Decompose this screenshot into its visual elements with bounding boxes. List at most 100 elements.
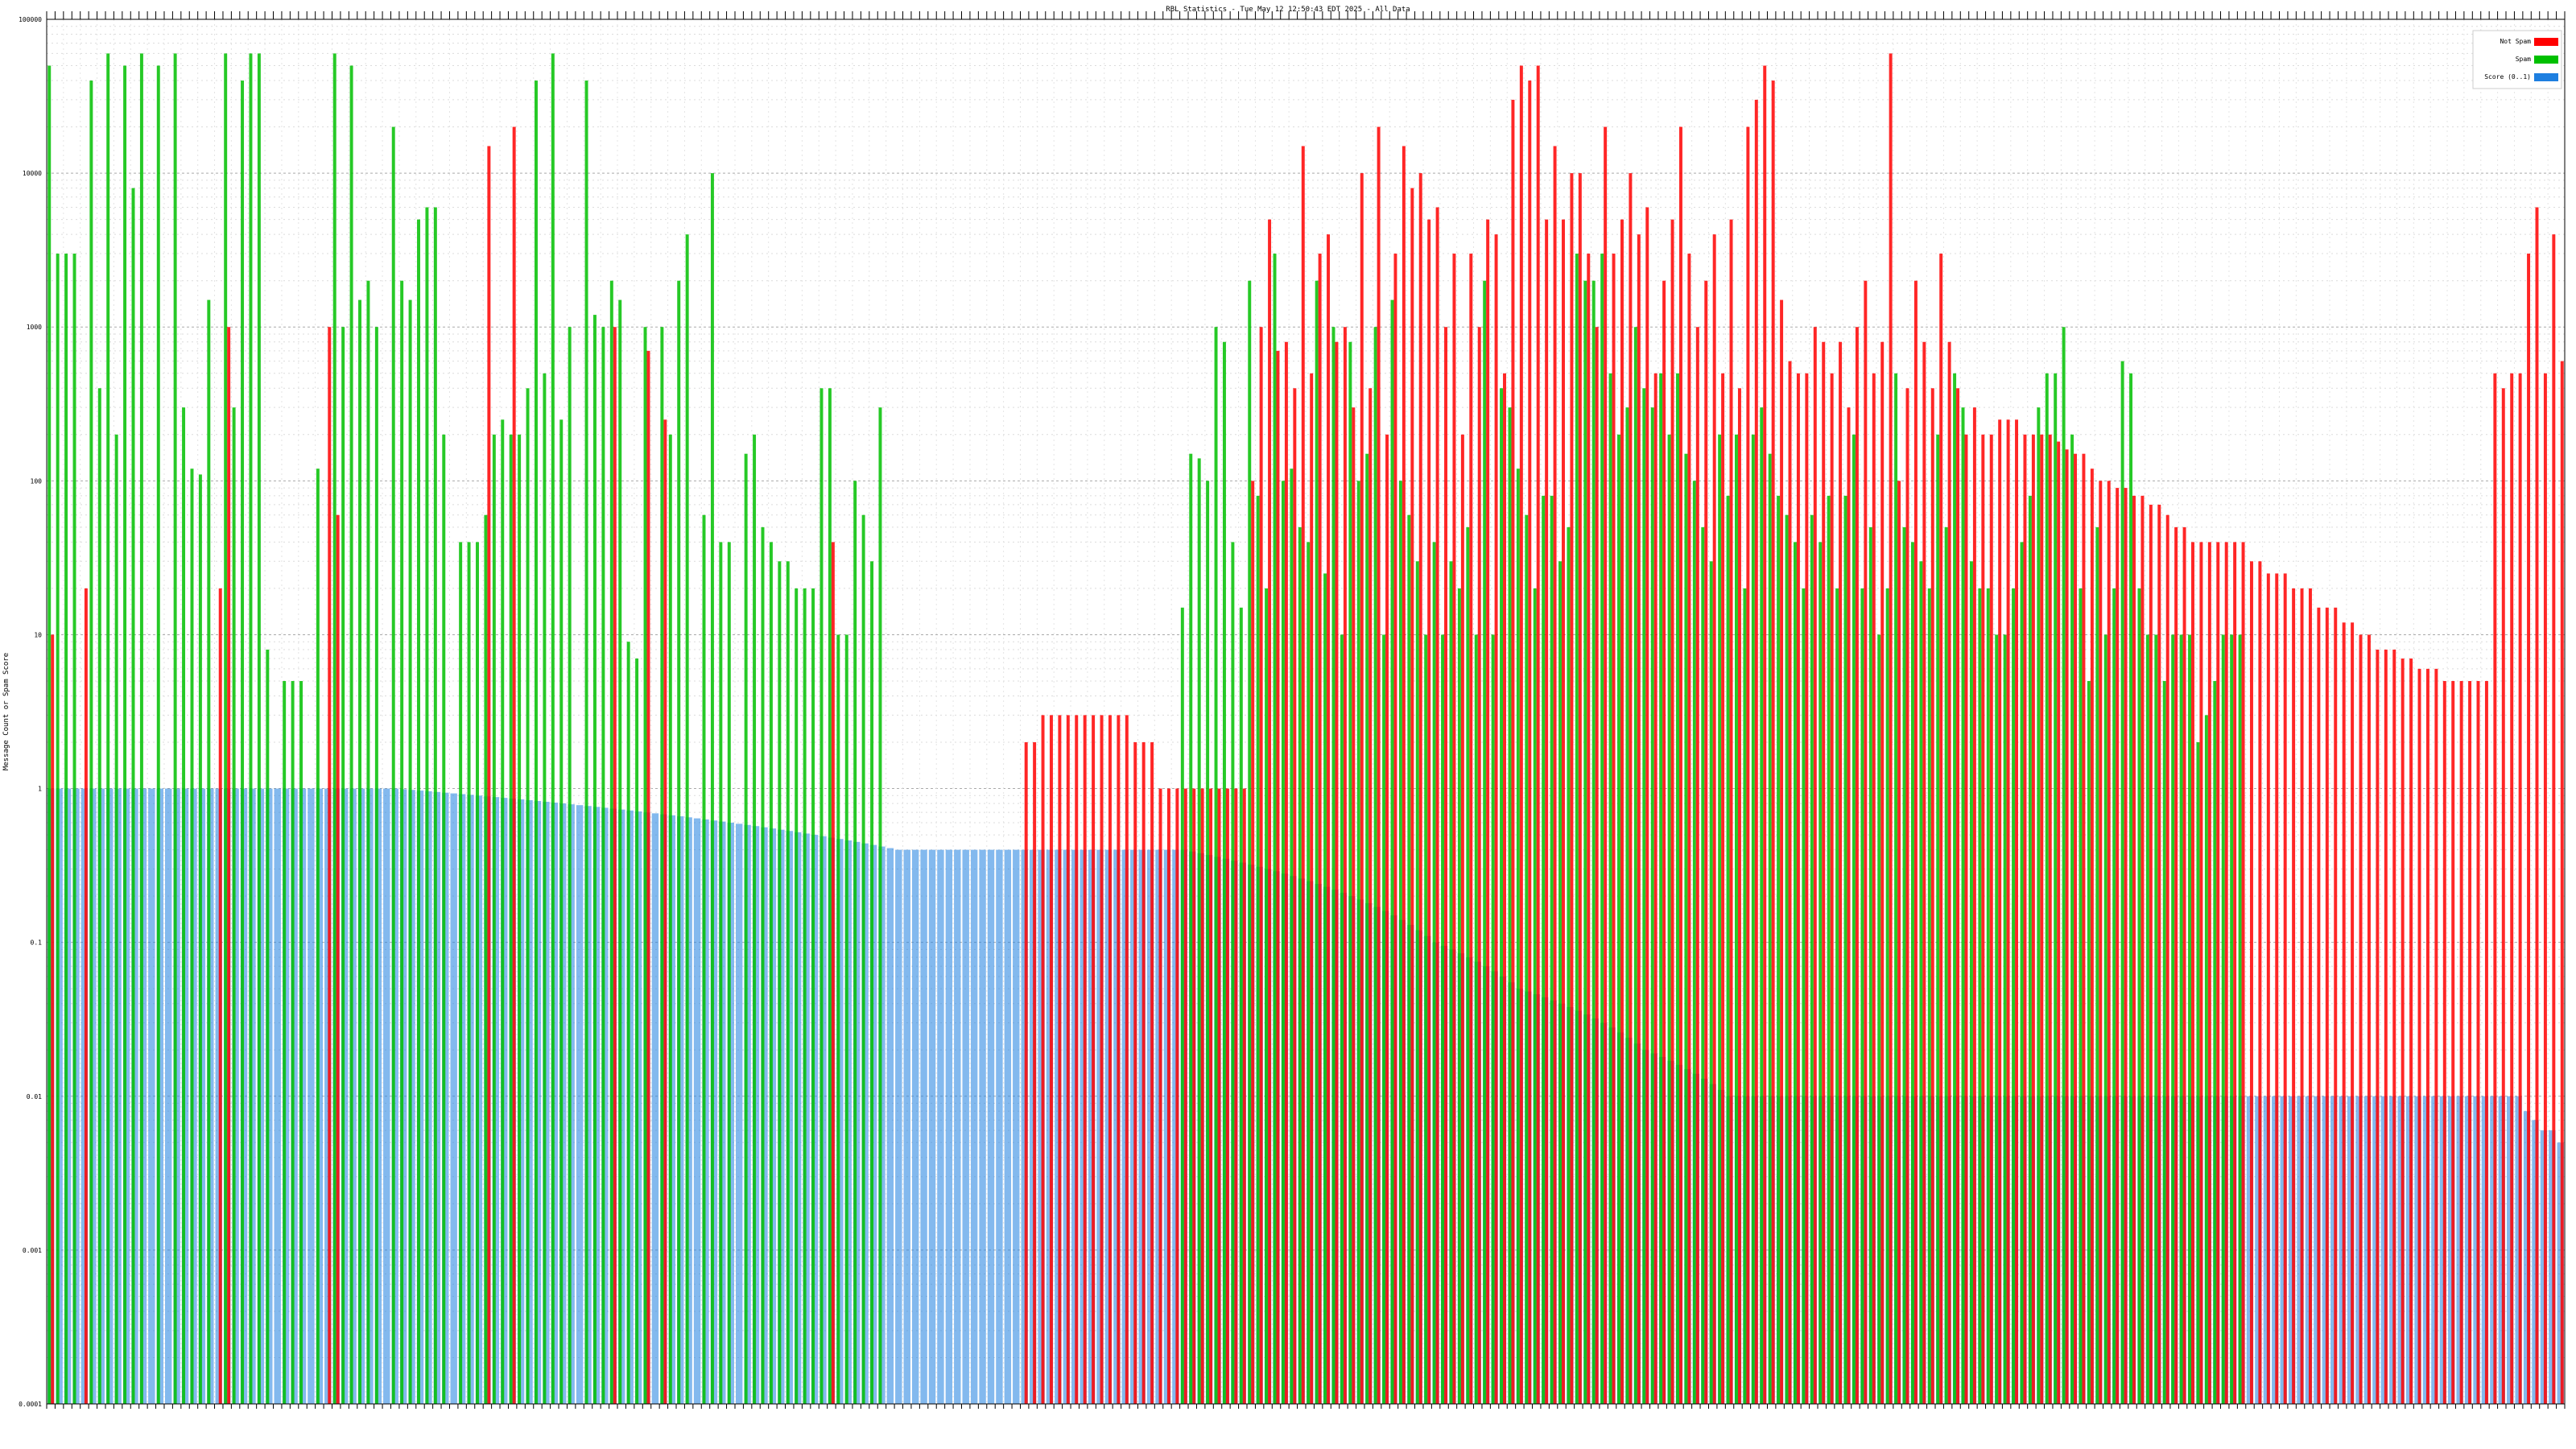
bar-spam: [1885, 588, 1889, 1404]
bar-not-spam: [1578, 173, 1582, 1405]
bar-not-spam: [1410, 188, 1414, 1404]
y-axis-label: Message Count or Spam Score: [2, 653, 10, 770]
bar-not-spam: [1864, 280, 1868, 1405]
bar-score: [576, 805, 584, 1404]
bar-spam: [1894, 373, 1898, 1404]
bar-spam: [559, 419, 564, 1404]
bar-spam: [1558, 561, 1563, 1405]
bar-not-spam: [1553, 146, 1557, 1404]
bar-not-spam: [1695, 327, 1699, 1405]
bar-not-spam: [2107, 481, 2111, 1405]
bar-not-spam: [336, 514, 340, 1404]
bar-not-spam: [1629, 173, 1633, 1405]
bar-not-spam: [2543, 373, 2547, 1404]
bar-not-spam: [2149, 504, 2153, 1405]
y-tick-label: 100: [31, 477, 43, 485]
bar-not-spam: [1318, 254, 1322, 1404]
bar-not-spam: [2065, 449, 2069, 1404]
bar-spam: [182, 407, 186, 1404]
bar-spam: [1550, 495, 1554, 1404]
bar-not-spam: [1805, 373, 1809, 1404]
bar-spam: [1910, 542, 1914, 1405]
bar-spam: [332, 53, 336, 1405]
plot-frame: [46, 19, 2566, 1405]
bar-not-spam: [2476, 680, 2480, 1404]
bar-not-spam: [663, 419, 667, 1404]
bar-not-spam: [1511, 99, 1515, 1404]
legend-label-score: Score (0..1): [2484, 73, 2531, 80]
bar-spam: [1953, 373, 1957, 1404]
bar-not-spam: [227, 327, 231, 1405]
bar-score: [970, 849, 978, 1404]
bar-spam: [1768, 453, 1772, 1404]
bar-not-spam: [2392, 649, 2396, 1404]
bar-not-spam: [2342, 622, 2346, 1404]
bar-spam: [819, 388, 824, 1405]
bar-not-spam: [1209, 788, 1213, 1404]
bar-spam: [2112, 588, 2116, 1404]
bar-spam: [1860, 588, 1864, 1404]
bar-spam: [1474, 634, 1478, 1404]
bar-spam: [795, 588, 799, 1404]
bar-spam: [526, 388, 530, 1405]
bar-spam: [1969, 561, 1973, 1405]
bar-not-spam: [2199, 542, 2203, 1405]
bar-not-spam: [1075, 715, 1079, 1404]
bar-not-spam: [1452, 254, 1456, 1404]
bar-not-spam: [2325, 607, 2329, 1404]
bar-not-spam: [1905, 388, 1909, 1405]
bar-spam: [1600, 254, 1604, 1404]
bar-not-spam: [1133, 742, 1137, 1404]
bar-spam: [2179, 634, 2183, 1404]
bar-not-spam: [1587, 254, 1591, 1404]
bar-not-spam: [1284, 341, 1288, 1404]
bar-not-spam: [2224, 542, 2228, 1405]
bar-not-spam: [1653, 373, 1657, 1404]
bar-not-spam: [1259, 327, 1263, 1405]
bar-spam: [643, 327, 647, 1405]
bar-spam: [668, 434, 672, 1404]
bar-spam: [425, 207, 429, 1404]
bar-spam: [878, 407, 882, 1404]
bar-spam: [1491, 634, 1495, 1404]
bar-spam: [1810, 514, 1814, 1404]
bar-spam: [660, 327, 664, 1405]
bar-score: [1021, 849, 1028, 1404]
bar-not-spam: [1645, 207, 1649, 1404]
bar-spam: [1659, 373, 1663, 1404]
bar-score: [945, 849, 953, 1404]
y-tick-label: 0.01: [27, 1093, 42, 1100]
bar-not-spam: [1166, 788, 1170, 1404]
bar-spam: [2079, 588, 2083, 1404]
bar-not-spam: [2216, 542, 2220, 1405]
bar-spam: [803, 588, 807, 1404]
bar-not-spam: [2409, 658, 2413, 1404]
bar-spam: [1256, 495, 1260, 1404]
bar-score: [1113, 849, 1121, 1404]
bar-not-spam: [1964, 434, 1968, 1404]
bar-spam: [1331, 327, 1335, 1405]
bar-score: [861, 843, 869, 1404]
bar-spam: [1533, 588, 1537, 1404]
bar-spam: [1390, 299, 1394, 1404]
legend-swatch-spam: [2534, 56, 2558, 64]
bar-not-spam: [1435, 207, 1439, 1404]
bar-not-spam: [2132, 495, 2136, 1404]
bar-not-spam: [2384, 649, 2388, 1404]
bar-not-spam: [1989, 434, 1993, 1404]
bar-spam: [72, 254, 76, 1404]
bar-spam: [551, 53, 555, 1405]
bar-not-spam: [1939, 254, 1943, 1404]
bar-score: [308, 788, 315, 1404]
bar-not-spam: [1444, 327, 1448, 1405]
bar-spam: [374, 327, 378, 1405]
y-tick-label: 0.0001: [19, 1401, 42, 1408]
bar-not-spam: [2157, 504, 2161, 1405]
bar-not-spam: [2048, 434, 2052, 1404]
bar-score: [937, 849, 944, 1404]
bar-not-spam: [1092, 715, 1096, 1404]
bar-spam: [2095, 526, 2099, 1404]
bar-not-spam: [1385, 434, 1389, 1404]
bar-not-spam: [1839, 341, 1843, 1404]
